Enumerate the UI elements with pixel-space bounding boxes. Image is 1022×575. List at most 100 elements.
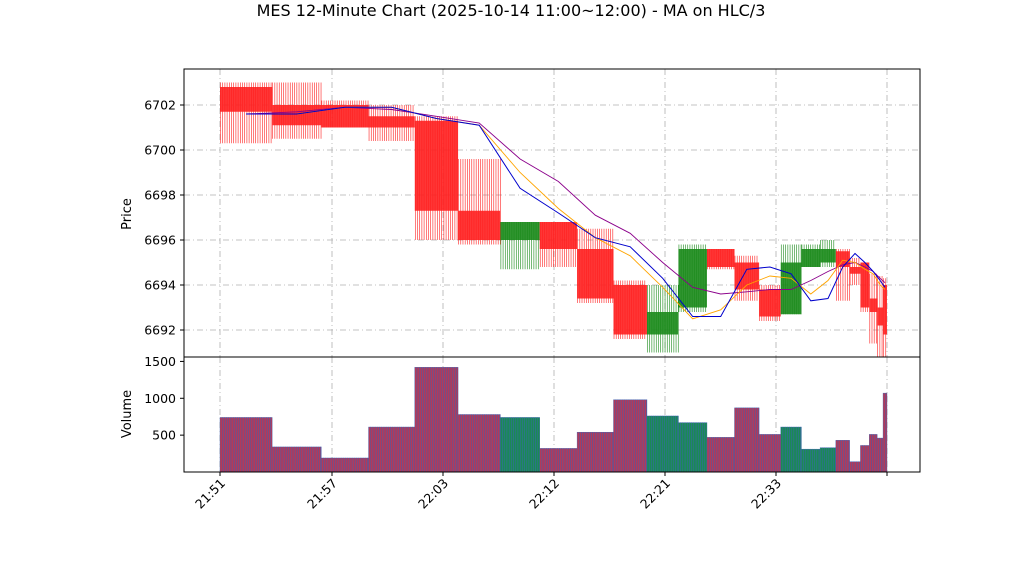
volume-bar-segment (615, 399, 619, 473)
volume-bar-segment (338, 457, 342, 473)
volume-bar (780, 426, 802, 473)
volume-bar-segment (263, 417, 267, 473)
volume-bar-segment (778, 434, 781, 473)
volume-bar-segment (493, 414, 496, 473)
volume-bar (414, 367, 459, 473)
candle (414, 116, 459, 240)
volume-bar-segment (864, 445, 868, 473)
volume-bar-segment (488, 414, 492, 473)
volume-bar (849, 461, 861, 473)
volume-bar (321, 457, 369, 473)
volume-bar-segment (497, 414, 501, 473)
volume-bar-segment (601, 431, 604, 473)
volume-bar-segment (484, 414, 487, 473)
volume-bar-segment (526, 417, 530, 473)
volume-bar-segment (418, 367, 422, 473)
volume-bar-segment (702, 422, 706, 473)
volume-bar-segment (724, 437, 727, 473)
volume-bar-segment (477, 414, 481, 473)
volume-bar-segment (583, 431, 587, 473)
candle-body (414, 120, 459, 211)
volume-bar-segment (590, 431, 593, 473)
volume-bar-segment (429, 367, 433, 473)
volume-bar-segment (719, 437, 723, 473)
volume-bar-segment (628, 399, 632, 473)
volume-bar (576, 431, 614, 473)
volume-bar-segment (765, 434, 769, 473)
volume-bar-segment (751, 407, 755, 473)
volume-bar-segment (468, 414, 472, 473)
volume-bar-segment (812, 448, 815, 473)
volume-bar-segment (388, 426, 391, 473)
volume-bar-segment (385, 426, 389, 473)
volume-bar-segment (862, 445, 866, 473)
volume-bar-segment (347, 457, 351, 473)
volume-bar (613, 399, 648, 473)
volume-bar-segment (307, 446, 310, 473)
volume-bar-segment (554, 448, 558, 473)
volume-bar-segment (475, 414, 479, 473)
volume-bar-segment (639, 399, 643, 473)
volume-bar-segment (736, 407, 740, 473)
volume-bar-segment (791, 426, 795, 473)
volume-bar (539, 448, 578, 473)
volume-bar-segment (412, 426, 415, 473)
volume-bar-segment (440, 367, 444, 473)
volume-bar-segment (479, 414, 483, 473)
volume-bar-segment (617, 399, 621, 473)
volume-bar-segment (407, 426, 411, 473)
volume-bar-segment (349, 457, 353, 473)
volume-plot-frame (183, 356, 921, 473)
volume-bar-segment (226, 417, 230, 473)
volume-bar-segment (708, 437, 712, 473)
volume-bar-segment (287, 446, 290, 473)
volume-bar-segment (495, 414, 498, 473)
volume-bar-segment (689, 422, 692, 473)
candle-body (820, 249, 836, 263)
volume-bar-segment (315, 446, 319, 473)
volume-bar-segment (730, 437, 734, 473)
volume-bar-segment (684, 422, 688, 473)
volume-bar-segment (784, 426, 788, 473)
volume-tick-label: 1500 (144, 354, 176, 369)
volume-bar-segment (635, 399, 638, 473)
volume-bar-segment (822, 447, 825, 473)
volume-bar-segment (622, 399, 625, 473)
volume-bar-segment (399, 426, 402, 473)
volume-bar-segment (482, 414, 485, 473)
volume-bar-segment (842, 440, 845, 473)
volume-bar-segment (473, 414, 476, 473)
volume-bar-segment (552, 448, 556, 473)
volume-bar-segment (368, 426, 371, 473)
candle (368, 105, 415, 141)
candle (849, 258, 861, 285)
volume-bar-segment (666, 415, 670, 473)
volume-bar (801, 448, 821, 473)
volume-bar-segment (271, 446, 275, 473)
volume-bar-segment (259, 417, 263, 473)
volume-bar-segment (609, 431, 613, 473)
candle (883, 278, 887, 357)
volume-bar-segment (396, 426, 400, 473)
volume-bar-segment (511, 417, 514, 473)
volume-bar (368, 426, 415, 473)
volume-bar-segment (381, 426, 385, 473)
volume-bar-segment (252, 417, 256, 473)
candle (272, 82, 322, 139)
volume-bar-segment (824, 447, 827, 473)
volume-bar-segment (605, 431, 609, 473)
volume-bar (758, 434, 781, 473)
volume-bar-segment (866, 445, 870, 473)
volume-bar-segment (221, 417, 225, 473)
volume-bar-segment (490, 414, 494, 473)
volume-bar-segment (302, 446, 306, 473)
volume-bar-segment (329, 457, 333, 473)
volume-bar-segment (268, 417, 271, 473)
volume-bar-segment (860, 445, 863, 473)
volume-bar-segment (464, 414, 468, 473)
volume-bar-segment (657, 415, 661, 473)
volume-bar-segment (557, 448, 560, 473)
volume-bar-segment (687, 422, 690, 473)
volume-bar-segment (651, 415, 654, 473)
volume-bar-segment (776, 434, 780, 473)
